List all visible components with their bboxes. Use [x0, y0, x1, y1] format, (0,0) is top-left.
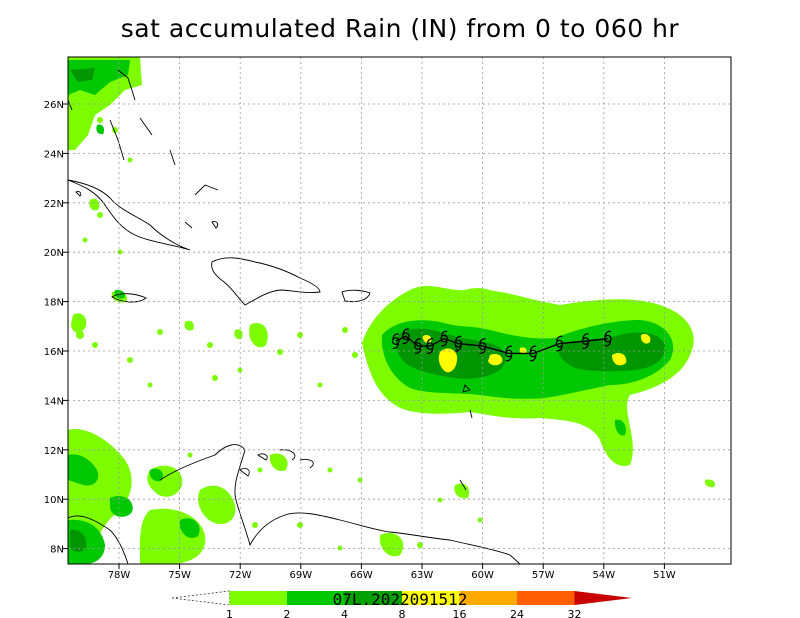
lon-label: 51W: [653, 570, 676, 581]
colorbar-label: 24: [510, 608, 524, 618]
storm-id-label: 07L.2022091512: [333, 590, 468, 609]
rain-field: [68, 57, 715, 564]
colorbar-segment: [287, 591, 345, 605]
hurricane-symbol: [401, 328, 410, 345]
colorbar-label: 8: [399, 608, 406, 618]
colorbar-segment: [574, 591, 632, 605]
hurricane-symbol: [478, 338, 487, 354]
lat-label: 16N: [44, 347, 64, 358]
rain-scatter: [76, 117, 483, 551]
lon-label: 54W: [592, 570, 615, 581]
lat-label: 24N: [44, 149, 64, 160]
map-grid: [63, 57, 731, 569]
map-frame: [67, 56, 732, 565]
colorbar-segment: [459, 591, 517, 605]
hurricane-symbol: [440, 330, 449, 347]
lat-label: 26N: [44, 100, 64, 111]
lat-label: 20N: [44, 248, 64, 259]
lat-label: 12N: [44, 446, 64, 457]
storm-track: [391, 328, 612, 362]
lat-label: 22N: [44, 199, 64, 210]
coastlines: [68, 69, 521, 564]
hurricane-symbol: [505, 345, 513, 362]
lon-label: 72W: [229, 570, 252, 581]
lon-axis: 78W 75W 72W 69W 66W 63W 60W 57W 54W 51W: [108, 570, 676, 581]
lon-label: 69W: [289, 570, 312, 581]
map-title: sat accumulated Rain (IN) from 0 to 060 …: [120, 14, 680, 43]
lon-label: 57W: [532, 570, 555, 581]
lat-label: 10N: [44, 495, 64, 506]
lat-axis: 26N 24N 22N 20N 18N 16N 14N 12N 10N 8N: [44, 100, 64, 556]
hurricane-symbol: [581, 333, 590, 350]
colorbar-label: 32: [568, 608, 582, 618]
hurricane-symbol: [426, 338, 434, 354]
lat-label: 8N: [50, 545, 64, 556]
rain-band-1-2: [68, 57, 715, 564]
hurricane-symbol: [454, 335, 463, 352]
hurricane-symbol: [529, 345, 537, 362]
colorbar-label: 1: [226, 608, 233, 618]
colorbar-label: 16: [453, 608, 467, 618]
hurricane-symbol: [603, 330, 612, 347]
colorbar-segment: [229, 591, 287, 605]
lon-label: 63W: [411, 570, 434, 581]
colorbar-segment: [517, 591, 575, 605]
colorbar-segment: [344, 591, 402, 605]
colorbar-label: 4: [341, 608, 348, 618]
colorbar-label: 2: [284, 608, 291, 618]
track-line: [395, 335, 608, 355]
colorbar-segment: [402, 591, 460, 605]
rain-band-8-16: [422, 333, 651, 373]
lon-label: 66W: [350, 570, 373, 581]
lon-label: 60W: [471, 570, 494, 581]
lat-label: 14N: [44, 396, 64, 407]
lon-label: 78W: [108, 570, 131, 581]
hurricane-symbol: [555, 335, 564, 352]
lon-label: 75W: [168, 570, 191, 581]
hurricane-symbol: [414, 338, 422, 354]
lat-label: 18N: [44, 298, 64, 309]
colorbar-segment: [171, 590, 230, 606]
hurricane-symbol: [391, 333, 400, 350]
